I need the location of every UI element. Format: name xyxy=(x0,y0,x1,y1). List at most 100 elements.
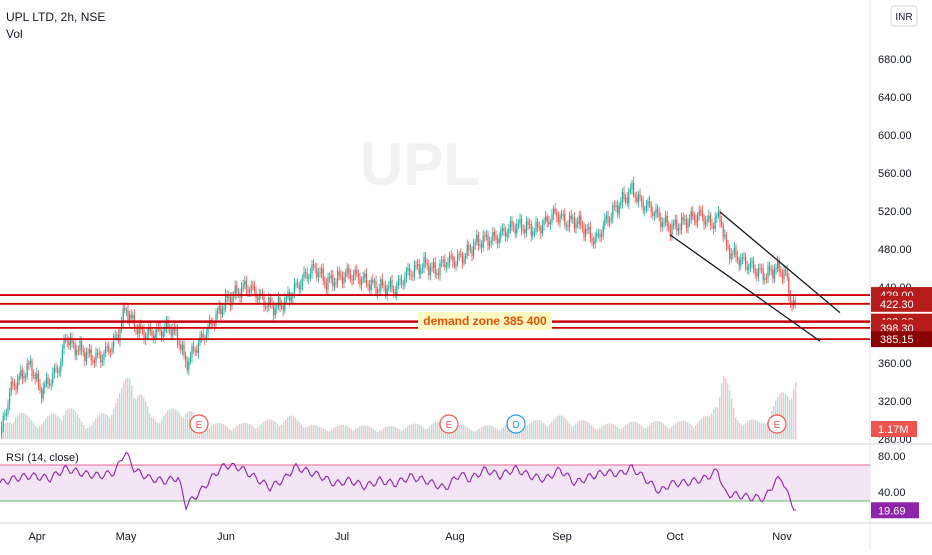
volume-bar xyxy=(123,382,125,439)
candle xyxy=(205,334,207,340)
candle xyxy=(236,285,238,294)
volume-bar xyxy=(233,428,235,439)
volume-bar xyxy=(277,424,279,439)
candle xyxy=(45,377,47,384)
candle xyxy=(367,283,369,286)
volume-bar xyxy=(355,429,357,439)
candle xyxy=(69,337,71,346)
volume-bar xyxy=(707,415,709,439)
volume-bar xyxy=(271,419,273,439)
volume-bar xyxy=(245,422,247,439)
candle xyxy=(225,294,227,309)
volume-bar xyxy=(685,421,687,439)
volume-bar xyxy=(51,413,53,439)
candle xyxy=(693,216,695,220)
candle xyxy=(716,216,718,218)
candle xyxy=(151,331,153,336)
candle xyxy=(41,390,43,399)
volume-bar xyxy=(41,424,43,439)
candle xyxy=(410,274,412,276)
volume-bar xyxy=(473,431,475,439)
candle xyxy=(711,224,713,226)
candle xyxy=(329,277,331,279)
volume-bar xyxy=(389,426,391,439)
volume-bar xyxy=(107,415,109,439)
candle xyxy=(356,269,358,274)
x-tick-label: Jul xyxy=(335,531,349,543)
volume-bar xyxy=(455,426,457,439)
candle xyxy=(714,217,716,229)
candle xyxy=(466,245,468,256)
candle xyxy=(786,270,788,278)
volume-bar xyxy=(179,414,181,439)
channel-line xyxy=(719,211,841,314)
candle xyxy=(84,352,86,362)
candle xyxy=(23,376,25,379)
candle xyxy=(345,273,347,278)
volume-bar xyxy=(471,430,473,439)
symbol-title: UPL LTD, 2h, NSE xyxy=(6,10,106,24)
candle xyxy=(777,260,779,269)
candle xyxy=(689,219,691,223)
candle xyxy=(493,232,495,236)
volume-bar xyxy=(279,426,281,439)
candle xyxy=(330,274,332,279)
candle xyxy=(93,360,95,363)
volume-bar xyxy=(503,426,505,439)
volume-bar xyxy=(119,393,121,439)
candle xyxy=(538,227,540,229)
candle xyxy=(717,211,719,217)
candle xyxy=(172,327,174,336)
demand-zone-annotation: demand zone 385 400 xyxy=(423,314,547,328)
volume-bar xyxy=(145,401,147,439)
candle xyxy=(113,336,115,348)
candle xyxy=(143,329,145,340)
candle xyxy=(362,277,364,280)
channel-line xyxy=(669,234,821,342)
volume-bar xyxy=(399,429,401,439)
candle xyxy=(57,368,59,373)
candle xyxy=(354,269,356,276)
volume-bar xyxy=(499,430,501,439)
volume-bar xyxy=(261,423,263,439)
volume-bar xyxy=(421,426,423,439)
volume-bar xyxy=(407,426,409,439)
rsi-tick-label: 80.00 xyxy=(878,451,906,463)
rsi-band xyxy=(0,465,870,501)
candle xyxy=(437,273,439,276)
candle xyxy=(417,263,419,266)
candle xyxy=(141,329,143,331)
volume-bar xyxy=(637,422,639,439)
candle xyxy=(234,285,236,296)
volume-bar xyxy=(537,419,539,439)
candle xyxy=(298,284,300,290)
volume-bar xyxy=(591,425,593,439)
candle xyxy=(713,225,715,229)
candle xyxy=(441,261,443,264)
volume-bar xyxy=(239,424,241,439)
volume-bar xyxy=(793,389,795,439)
candle xyxy=(33,374,35,377)
volume-bar xyxy=(425,429,427,439)
candle xyxy=(741,257,743,259)
candle xyxy=(644,209,646,211)
candle xyxy=(660,217,662,227)
volume-bar xyxy=(641,425,643,439)
candle xyxy=(754,268,756,274)
candle xyxy=(636,197,638,202)
candle xyxy=(31,360,33,377)
candle xyxy=(346,268,348,274)
volume-bar xyxy=(147,407,149,439)
candle xyxy=(749,262,751,268)
candle xyxy=(565,225,567,227)
candle xyxy=(388,286,390,288)
volume-bar xyxy=(333,428,335,439)
volume-bar xyxy=(677,421,679,439)
candle xyxy=(500,230,502,238)
volume-bar xyxy=(31,420,33,439)
volume-bar xyxy=(483,426,485,439)
volume-bar xyxy=(353,430,355,439)
candle xyxy=(460,254,462,256)
